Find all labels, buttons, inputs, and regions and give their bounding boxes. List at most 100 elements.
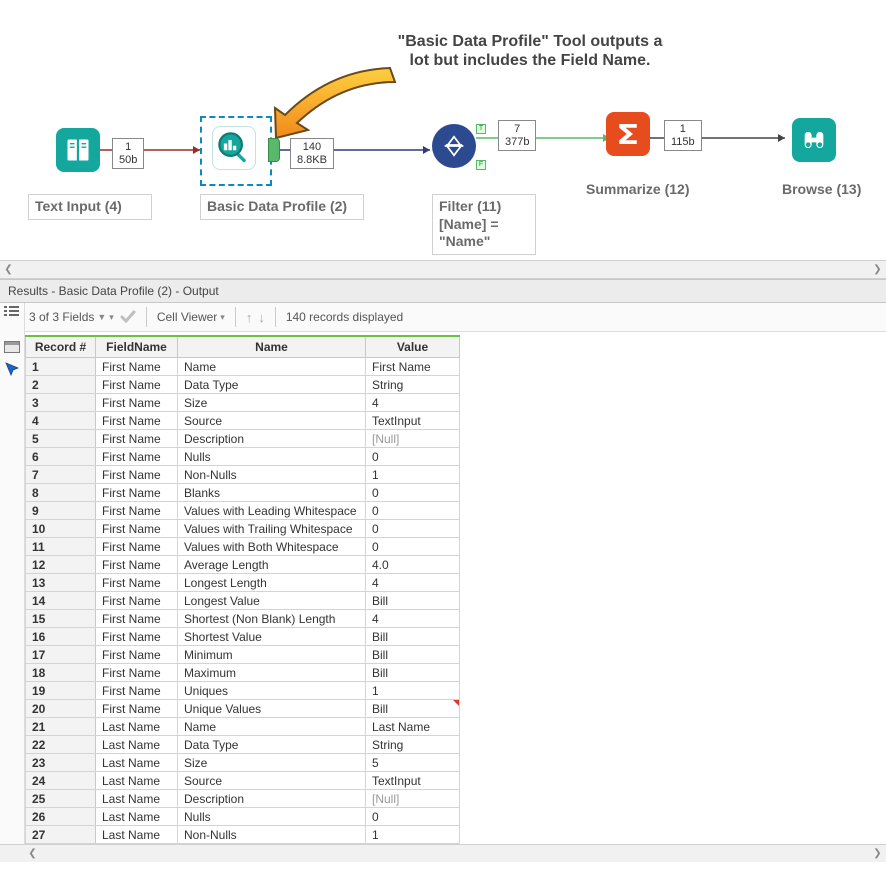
tool-text-input[interactable] bbox=[56, 128, 100, 172]
cell-name: Source bbox=[178, 412, 366, 430]
table-row[interactable]: 3First NameSize4 bbox=[26, 394, 460, 412]
cell-fieldname: Last Name bbox=[96, 754, 178, 772]
scroll-left-icon[interactable]: ❮ bbox=[24, 845, 41, 862]
table-row[interactable]: 2First NameData TypeString bbox=[26, 376, 460, 394]
pointer-icon[interactable] bbox=[3, 361, 21, 377]
table-row[interactable]: 1First NameNameFirst Name bbox=[26, 358, 460, 376]
results-grid[interactable]: Record # FieldName Name Value 1First Nam… bbox=[25, 335, 460, 844]
table-row[interactable]: 27Last NameNon-Nulls1 bbox=[26, 826, 460, 844]
col-header-value[interactable]: Value bbox=[366, 336, 460, 358]
tool-summarize[interactable] bbox=[606, 112, 650, 156]
table-row[interactable]: 14First NameLongest ValueBill bbox=[26, 592, 460, 610]
cell-recordnum: 16 bbox=[26, 628, 96, 646]
conn-summarize[interactable]: 1 115b bbox=[664, 120, 702, 151]
cell-value: 5 bbox=[366, 754, 460, 772]
scroll-right-icon[interactable]: ❯ bbox=[869, 845, 886, 862]
fields-dropdown[interactable]: 3 of 3 Fields ▼ ▾ bbox=[29, 310, 114, 324]
cell-fieldname: First Name bbox=[96, 664, 178, 682]
cell-value: Bill bbox=[366, 592, 460, 610]
table-row[interactable]: 22Last NameData TypeString bbox=[26, 736, 460, 754]
table-row[interactable]: 11First NameValues with Both Whitespace0 bbox=[26, 538, 460, 556]
table-row[interactable]: 26Last NameNulls0 bbox=[26, 808, 460, 826]
grid-view-icon[interactable] bbox=[3, 339, 21, 355]
cell-recordnum: 15 bbox=[26, 610, 96, 628]
table-row[interactable]: 17First NameMinimumBill bbox=[26, 646, 460, 664]
table-row[interactable]: 19First NameUniques1 bbox=[26, 682, 460, 700]
label-basic-data-profile: Basic Data Profile (2) bbox=[200, 194, 364, 220]
col-header-recordnum[interactable]: Record # bbox=[26, 336, 96, 358]
cell-value: 1 bbox=[366, 466, 460, 484]
cell-fieldname: First Name bbox=[96, 574, 178, 592]
cell-name: Name bbox=[178, 718, 366, 736]
cell-value: TextInput bbox=[366, 412, 460, 430]
conn-line2: 115b bbox=[671, 136, 695, 149]
list-icon[interactable] bbox=[4, 305, 20, 317]
table-row[interactable]: 16First NameShortest ValueBill bbox=[26, 628, 460, 646]
table-row[interactable]: 25Last NameDescription[Null] bbox=[26, 790, 460, 808]
filter-true-anchor[interactable]: T bbox=[476, 124, 486, 134]
col-header-name[interactable]: Name bbox=[178, 336, 366, 358]
cell-recordnum: 10 bbox=[26, 520, 96, 538]
table-row[interactable]: 18First NameMaximumBill bbox=[26, 664, 460, 682]
table-row[interactable]: 21Last NameNameLast Name bbox=[26, 718, 460, 736]
cell-value: 1 bbox=[366, 826, 460, 844]
conn-line1: 7 bbox=[505, 123, 529, 136]
tool-basic-data-profile[interactable] bbox=[212, 126, 256, 170]
table-row[interactable]: 20First NameUnique ValuesBill bbox=[26, 700, 460, 718]
cell-recordnum: 21 bbox=[26, 718, 96, 736]
table-row[interactable]: 10First NameValues with Trailing Whitesp… bbox=[26, 520, 460, 538]
output-anchor[interactable] bbox=[268, 138, 280, 162]
chevron-down-icon: ▼ bbox=[97, 312, 106, 322]
cell-recordnum: 24 bbox=[26, 772, 96, 790]
check-icon[interactable] bbox=[120, 309, 136, 325]
cell-value: 0 bbox=[366, 520, 460, 538]
cell-fieldname: First Name bbox=[96, 430, 178, 448]
workflow-canvas[interactable]: "Basic Data Profile" Tool outputs a lot … bbox=[0, 0, 886, 260]
cell-fieldname: First Name bbox=[96, 628, 178, 646]
cell-value: Last Name bbox=[366, 718, 460, 736]
cell-name: Non-Nulls bbox=[178, 826, 366, 844]
table-row[interactable]: 6First NameNulls0 bbox=[26, 448, 460, 466]
tool-browse[interactable] bbox=[792, 118, 836, 162]
sort-up-icon[interactable]: ↑ bbox=[246, 310, 253, 325]
cell-value: [Null] bbox=[366, 430, 460, 448]
cell-recordnum: 25 bbox=[26, 790, 96, 808]
table-row[interactable]: 23Last NameSize5 bbox=[26, 754, 460, 772]
cell-value: 0 bbox=[366, 502, 460, 520]
cell-recordnum: 18 bbox=[26, 664, 96, 682]
table-row[interactable]: 8First NameBlanks0 bbox=[26, 484, 460, 502]
scroll-right-icon[interactable]: ❯ bbox=[869, 261, 886, 278]
sort-down-icon[interactable]: ↓ bbox=[258, 310, 265, 325]
canvas-scrollbar[interactable]: ❮ ❯ bbox=[0, 260, 886, 279]
cell-value: String bbox=[366, 376, 460, 394]
table-row[interactable]: 24Last NameSourceTextInput bbox=[26, 772, 460, 790]
cell-name: Source bbox=[178, 772, 366, 790]
conn-basic-data-profile[interactable]: 140 8.8KB bbox=[290, 138, 334, 169]
grid-header-row: Record # FieldName Name Value bbox=[26, 336, 460, 358]
table-row[interactable]: 5First NameDescription[Null] bbox=[26, 430, 460, 448]
label-filter-sub1: [Name] = bbox=[439, 216, 529, 234]
cell-name: Data Type bbox=[178, 736, 366, 754]
tool-filter[interactable] bbox=[432, 124, 476, 168]
table-row[interactable]: 7First NameNon-Nulls1 bbox=[26, 466, 460, 484]
scroll-left-icon[interactable]: ❮ bbox=[0, 261, 17, 278]
table-row[interactable]: 4First NameSourceTextInput bbox=[26, 412, 460, 430]
cell-value: 0 bbox=[366, 484, 460, 502]
conn-filter[interactable]: 7 377b bbox=[498, 120, 536, 151]
filter-false-anchor[interactable]: F bbox=[476, 160, 486, 170]
table-row[interactable]: 9First NameValues with Leading Whitespac… bbox=[26, 502, 460, 520]
cell-recordnum: 2 bbox=[26, 376, 96, 394]
conn-line2: 377b bbox=[505, 136, 529, 149]
cell-fieldname: Last Name bbox=[96, 772, 178, 790]
cell-recordnum: 26 bbox=[26, 808, 96, 826]
toolbar-separator bbox=[235, 307, 236, 327]
label-text-input: Text Input (4) bbox=[28, 194, 152, 220]
fields-dropdown-label: 3 of 3 Fields bbox=[29, 310, 94, 324]
table-row[interactable]: 12First NameAverage Length4.0 bbox=[26, 556, 460, 574]
cell-viewer-dropdown[interactable]: Cell Viewer ▾ bbox=[157, 310, 225, 324]
col-header-fieldname[interactable]: FieldName bbox=[96, 336, 178, 358]
table-row[interactable]: 15First NameShortest (Non Blank) Length4 bbox=[26, 610, 460, 628]
conn-text-input[interactable]: 1 50b bbox=[112, 138, 144, 169]
table-row[interactable]: 13First NameLongest Length4 bbox=[26, 574, 460, 592]
grid-scrollbar[interactable]: ❮ ❯ bbox=[0, 844, 886, 862]
